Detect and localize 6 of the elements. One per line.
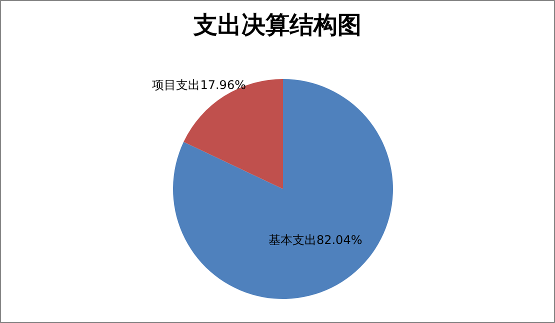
data-label: 17.96% (200, 78, 246, 92)
slice-label: 基本支出 (268, 233, 316, 248)
chart-title: 支出决算结构图 (192, 9, 362, 41)
pie-slice (173, 79, 393, 299)
data-label: 82.04% (316, 233, 362, 248)
slice-label: 项目支出 (152, 78, 200, 92)
